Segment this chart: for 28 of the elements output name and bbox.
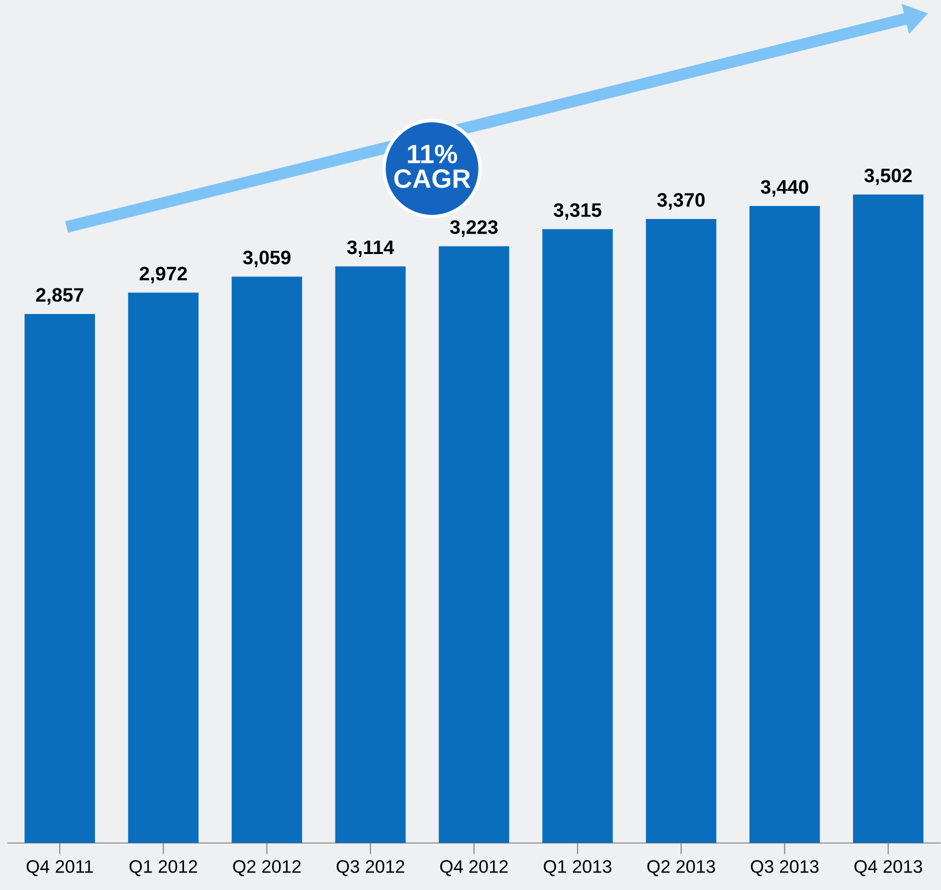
data-label: 3,059 xyxy=(243,250,290,268)
data-label: 3,114 xyxy=(347,240,394,258)
bar xyxy=(232,276,302,843)
x-tick-label: Q4 2013 xyxy=(854,860,922,876)
x-tick-label: Q2 2012 xyxy=(233,860,301,876)
bar xyxy=(749,206,820,843)
data-label: 2,857 xyxy=(36,288,84,305)
x-tick-label: Q3 2012 xyxy=(336,860,404,876)
data-label: 3,370 xyxy=(657,193,705,210)
x-tick-label: Q4 2011 xyxy=(26,860,93,876)
bar xyxy=(128,292,199,843)
data-label: 3,502 xyxy=(864,168,912,186)
text: 11% CAGR xyxy=(394,144,470,188)
x-tick-label: Q3 2013 xyxy=(750,860,819,876)
x-tick-label: Q4 2012 xyxy=(440,860,508,876)
bar xyxy=(542,229,613,843)
x-tick-label: Q1 2013 xyxy=(544,860,612,876)
bar xyxy=(438,246,510,843)
bar xyxy=(24,314,95,843)
x-tick-label: Q2 2013 xyxy=(647,860,715,876)
data-label: 3,440 xyxy=(760,180,808,197)
data-label: 2,972 xyxy=(140,266,187,284)
bar xyxy=(335,266,406,843)
x-tick-label: Q1 2012 xyxy=(130,860,198,876)
data-label: 3,223 xyxy=(450,220,498,237)
bar xyxy=(853,194,924,843)
bar xyxy=(646,218,716,843)
data-label: 3,315 xyxy=(554,203,602,220)
